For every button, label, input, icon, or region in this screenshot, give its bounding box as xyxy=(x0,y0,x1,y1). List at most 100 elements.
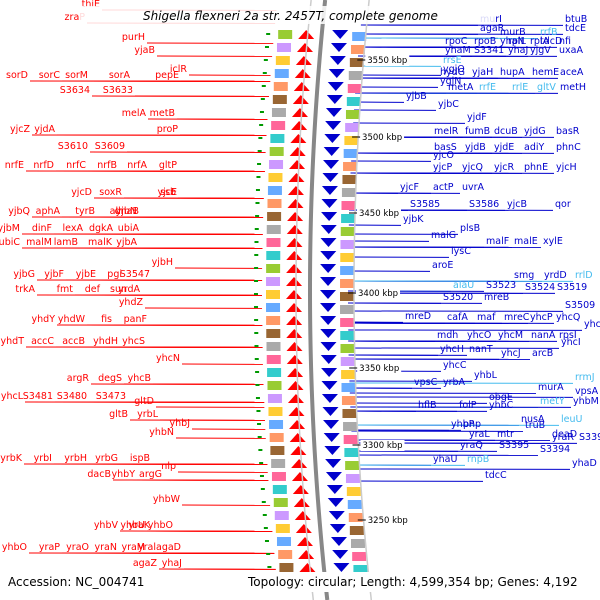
left-gene-label[interactable]: S3480 xyxy=(57,391,87,402)
left-gene-label[interactable]: yjbG xyxy=(13,269,35,280)
right-gene-label[interactable]: yjdE xyxy=(494,142,514,153)
right-gene-label[interactable]: yraL xyxy=(469,429,490,440)
right-gene-label[interactable]: arcB xyxy=(532,348,553,359)
right-gene-label[interactable]: tdcD xyxy=(540,36,562,47)
right-gene-label[interactable]: maf xyxy=(477,312,496,323)
right-gene-label[interactable]: yjcH xyxy=(556,162,577,173)
left-gene-label[interactable]: S3609 xyxy=(95,141,125,152)
left-gene-label[interactable]: accC xyxy=(31,336,54,347)
left-gene-label[interactable]: yhbO xyxy=(2,542,27,553)
right-gene-label[interactable]: yrdD xyxy=(544,270,567,281)
right-gene-label[interactable]: yhaM xyxy=(445,45,471,56)
left-gene-label[interactable]: yhcN xyxy=(156,353,180,364)
right-gene-label[interactable]: rpoB xyxy=(474,36,496,47)
left-gene-label[interactable]: sorA xyxy=(109,70,131,81)
left-gene-label[interactable]: yrbI xyxy=(34,453,52,464)
right-gene-label[interactable]: metY xyxy=(540,396,565,407)
right-gene-label[interactable]: rrfB xyxy=(540,27,558,38)
left-gene-label[interactable]: tyrB xyxy=(75,206,95,217)
left-gene-label[interactable]: accB xyxy=(62,336,85,347)
right-gene-label[interactable]: obgE xyxy=(489,392,513,403)
right-gene-label[interactable]: yhcO xyxy=(467,330,491,341)
left-gene-label[interactable]: yjbN xyxy=(116,206,137,217)
right-gene-label[interactable]: alaU xyxy=(453,280,474,291)
right-gene-label[interactable]: yhcJ xyxy=(501,348,521,359)
right-gene-label[interactable]: S3395 xyxy=(499,440,529,451)
right-gene-label[interactable]: yhaU xyxy=(433,454,457,465)
left-gene-label[interactable]: yjaB xyxy=(134,45,155,56)
left-gene-label[interactable]: S3610 xyxy=(58,141,88,152)
right-gene-label[interactable]: rrfE xyxy=(479,82,496,93)
right-gene-label[interactable]: aroE xyxy=(432,260,453,271)
left-gene-label[interactable]: yhbY xyxy=(112,469,136,480)
right-gene-label[interactable]: phnE xyxy=(524,162,548,173)
left-gene-label[interactable]: sorM xyxy=(65,70,88,81)
left-gene-label[interactable]: yhdW xyxy=(58,314,86,325)
left-gene-label[interactable]: yjcZ xyxy=(10,124,30,135)
right-gene-label[interactable]: yhcQ xyxy=(556,312,580,323)
right-gene-label[interactable]: tdcE xyxy=(565,23,586,34)
left-gene-label[interactable]: pgi xyxy=(107,269,122,280)
right-gene-label[interactable]: vpsC xyxy=(414,377,438,388)
right-gene-label[interactable]: yjcO xyxy=(433,150,454,161)
left-gene-label[interactable]: gltD xyxy=(134,396,154,407)
right-gene-label[interactable]: hupA xyxy=(500,67,525,78)
right-gene-label[interactable]: yhaJ xyxy=(508,45,528,56)
left-gene-label[interactable]: nrfA xyxy=(127,160,147,171)
right-gene-label[interactable]: yhcC xyxy=(443,360,467,371)
left-gene-label[interactable]: trkA xyxy=(15,284,35,295)
right-gene-label[interactable]: basR xyxy=(556,126,580,137)
right-gene-label[interactable]: S3519 xyxy=(557,282,587,293)
right-gene-label[interactable]: yhcP xyxy=(530,312,553,323)
left-gene-label[interactable]: dinF xyxy=(32,223,52,234)
right-gene-label[interactable]: btuB xyxy=(565,14,587,25)
right-gene-label[interactable]: yhaN xyxy=(500,36,525,47)
right-gene-label[interactable]: phnC xyxy=(556,142,581,153)
right-gene-label[interactable]: yjgV xyxy=(530,45,551,56)
left-gene-label[interactable]: malK xyxy=(88,237,113,248)
left-gene-label[interactable]: degS xyxy=(98,373,122,384)
left-gene-label[interactable]: yhcB xyxy=(128,373,151,384)
right-gene-label[interactable]: cafA xyxy=(447,312,468,323)
right-gene-label[interactable]: nfi xyxy=(559,36,571,47)
right-gene-label[interactable]: yjdF xyxy=(467,112,487,123)
left-gene-label[interactable]: yhdT xyxy=(1,336,25,347)
left-gene-label[interactable]: yhbV xyxy=(94,520,119,531)
left-gene-label[interactable]: nrfD xyxy=(33,160,54,171)
left-gene-label[interactable]: yhbJ xyxy=(170,418,190,429)
left-gene-label[interactable]: metB xyxy=(150,108,175,119)
left-gene-label[interactable]: nrfC xyxy=(66,160,86,171)
right-gene-label[interactable]: smg xyxy=(514,270,534,281)
right-gene-label[interactable]: yhcH xyxy=(440,344,464,355)
right-gene-label[interactable]: yhbP xyxy=(451,419,475,430)
right-gene-label[interactable]: S3394 xyxy=(540,444,570,455)
left-gene-label[interactable]: yjbE xyxy=(76,269,96,280)
left-gene-label[interactable]: yrbH xyxy=(64,453,87,464)
left-gene-label[interactable]: yhbW xyxy=(153,494,181,505)
right-gene-label[interactable]: S3586 xyxy=(469,199,499,210)
right-gene-label[interactable]: qor xyxy=(555,199,571,210)
left-gene-label[interactable]: fmt xyxy=(57,284,74,295)
left-gene-label[interactable]: yjbQ xyxy=(8,206,30,217)
left-gene-label[interactable]: S3633 xyxy=(103,85,133,96)
left-gene-label[interactable]: yraN xyxy=(95,542,117,553)
left-gene-label[interactable]: malM xyxy=(26,237,52,248)
right-gene-label[interactable]: lysC xyxy=(451,246,471,257)
left-gene-label[interactable]: S3481 xyxy=(23,391,53,402)
right-gene-label[interactable]: murA xyxy=(538,382,564,393)
right-gene-label[interactable]: mreD xyxy=(405,311,431,322)
right-gene-label[interactable]: S3585 xyxy=(410,199,440,210)
right-gene-label[interactable]: yjdG xyxy=(524,126,546,137)
left-gene-label[interactable]: nlp xyxy=(161,461,176,472)
left-gene-label[interactable]: zraP xyxy=(65,12,86,23)
left-gene-label[interactable]: yhdZ xyxy=(119,297,144,308)
right-gene-label[interactable]: metA xyxy=(448,82,474,93)
left-gene-label[interactable]: soxR xyxy=(99,187,122,198)
left-gene-label[interactable]: purH xyxy=(122,32,145,43)
left-gene-label[interactable]: yrbG xyxy=(95,453,118,464)
right-gene-label[interactable]: rrsE xyxy=(443,55,462,66)
right-gene-label[interactable]: S3520 xyxy=(443,292,473,303)
left-gene-label[interactable]: yhcL xyxy=(1,391,24,402)
right-gene-label[interactable]: mreB xyxy=(484,292,509,303)
right-gene-label[interactable]: uxaA xyxy=(559,45,583,56)
